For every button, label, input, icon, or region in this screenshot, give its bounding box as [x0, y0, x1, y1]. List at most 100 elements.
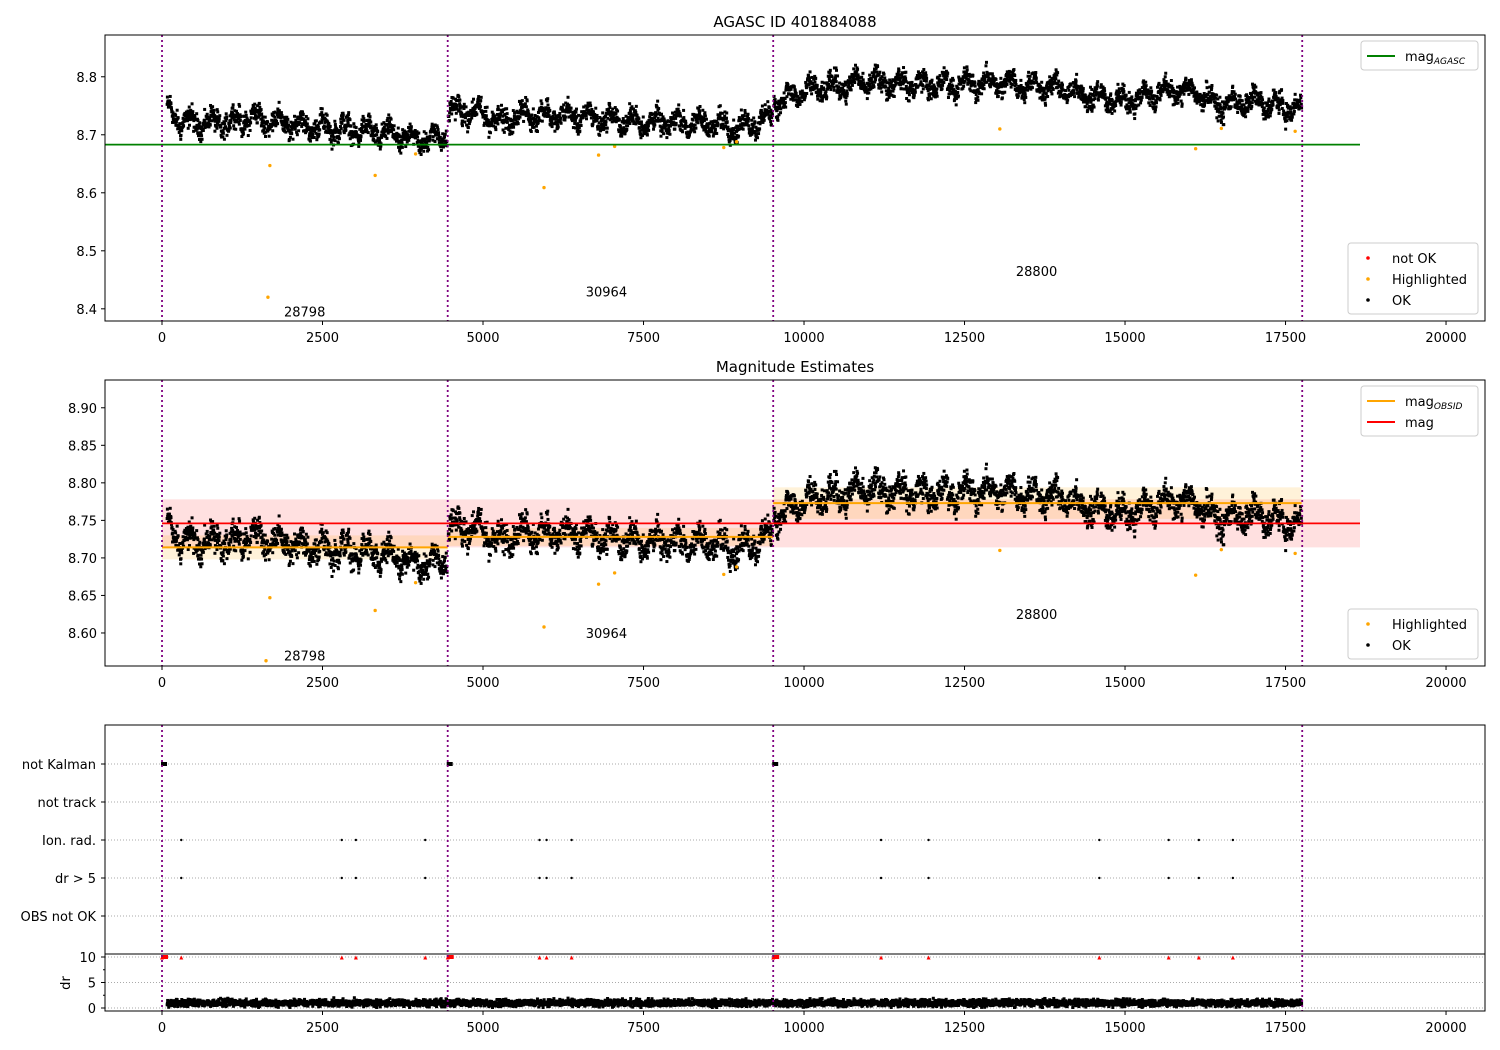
- ok-point: [187, 528, 191, 532]
- ok-point: [317, 132, 321, 136]
- ok-point: [406, 133, 410, 137]
- ok-point: [723, 110, 727, 114]
- ok-point: [262, 550, 266, 554]
- ok-point: [1164, 71, 1168, 75]
- ok-point: [439, 148, 443, 152]
- ok-point: [741, 117, 745, 121]
- ok-point: [414, 131, 418, 135]
- plot-area: [161, 380, 1361, 666]
- ok-point: [874, 78, 878, 82]
- ok-point: [386, 126, 390, 130]
- ok-point: [374, 126, 378, 130]
- ok-point: [447, 119, 451, 123]
- ok-point: [842, 84, 846, 88]
- ok-point: [309, 126, 313, 130]
- ok-point: [454, 111, 458, 115]
- ok-point: [628, 102, 632, 106]
- ok-point: [1292, 103, 1296, 107]
- ok-point: [856, 76, 860, 80]
- ok-point: [844, 96, 848, 100]
- ok-point: [839, 95, 843, 99]
- ok-point: [568, 109, 572, 113]
- ok-point: [234, 525, 238, 529]
- ok-point: [702, 128, 706, 132]
- ok-point: [312, 136, 316, 140]
- ok-point: [1164, 80, 1168, 84]
- ok-point: [1134, 107, 1138, 111]
- ok-point: [257, 515, 261, 519]
- ok-point: [512, 114, 516, 118]
- ok-point: [174, 120, 178, 124]
- ok-point: [348, 118, 352, 122]
- ok-point: [945, 74, 949, 78]
- ok-point: [255, 110, 259, 114]
- ok-point: [465, 111, 469, 115]
- ok-point: [625, 120, 629, 124]
- x-tick-label: 20000: [1425, 331, 1466, 346]
- ok-point: [1095, 87, 1099, 91]
- ok-point: [675, 112, 679, 116]
- ok-point: [457, 109, 461, 113]
- ok-point: [1115, 89, 1119, 93]
- ok-point: [547, 114, 551, 118]
- ok-point: [510, 125, 514, 129]
- ok-point: [676, 107, 680, 111]
- ok-point: [835, 84, 839, 88]
- ok-point: [192, 538, 196, 542]
- ok-point: [376, 130, 380, 134]
- ok-point: [1141, 90, 1145, 94]
- ok-point: [811, 82, 815, 86]
- ok-point: [819, 90, 823, 94]
- ok-point: [353, 134, 357, 138]
- ok-point: [1199, 98, 1203, 102]
- ok-point: [422, 149, 426, 153]
- ok-point: [815, 86, 819, 90]
- ok-point: [426, 145, 430, 149]
- ok-point: [507, 125, 511, 129]
- y-tick-label: 8.6: [76, 187, 97, 202]
- ok-point: [629, 106, 633, 110]
- ok-point: [254, 524, 258, 528]
- ok-point: [722, 116, 726, 120]
- ok-point: [1201, 109, 1205, 113]
- ok-point: [540, 119, 544, 123]
- ok-point: [431, 138, 435, 142]
- ok-point: [973, 81, 977, 85]
- ok-point: [1235, 102, 1239, 106]
- ok-point: [681, 130, 685, 134]
- ok-point: [305, 129, 309, 133]
- ok-point: [299, 114, 303, 118]
- ok-point: [1086, 108, 1090, 112]
- ok-point: [749, 127, 753, 131]
- ok-point: [495, 119, 499, 123]
- ok-point: [940, 78, 944, 82]
- ok-point: [1128, 110, 1132, 114]
- ok-point: [1013, 81, 1017, 85]
- ok-point: [221, 551, 225, 555]
- ok-point: [1009, 82, 1013, 86]
- ok-point: [233, 109, 237, 113]
- legend-frame: [1347, 242, 1479, 315]
- ok-point: [994, 89, 998, 93]
- ok-point: [1105, 105, 1109, 109]
- ok-point: [197, 122, 201, 126]
- ok-point: [293, 127, 297, 131]
- ok-point: [360, 122, 364, 126]
- ok-point: [374, 123, 378, 127]
- ok-point: [1245, 95, 1249, 99]
- ok-point: [246, 537, 250, 541]
- ok-point: [232, 127, 236, 131]
- ok-point: [548, 108, 552, 112]
- ok-point: [196, 538, 200, 542]
- ok-point: [408, 136, 412, 140]
- ok-point: [224, 535, 228, 539]
- ok-point: [964, 71, 968, 75]
- ok-point: [760, 104, 764, 108]
- ok-point: [272, 122, 276, 126]
- ok-point: [1118, 90, 1122, 94]
- ok-point: [1034, 71, 1038, 75]
- ok-point: [294, 540, 298, 544]
- ok-point: [1121, 87, 1125, 91]
- ok-point: [275, 530, 279, 534]
- ok-point: [1263, 117, 1267, 121]
